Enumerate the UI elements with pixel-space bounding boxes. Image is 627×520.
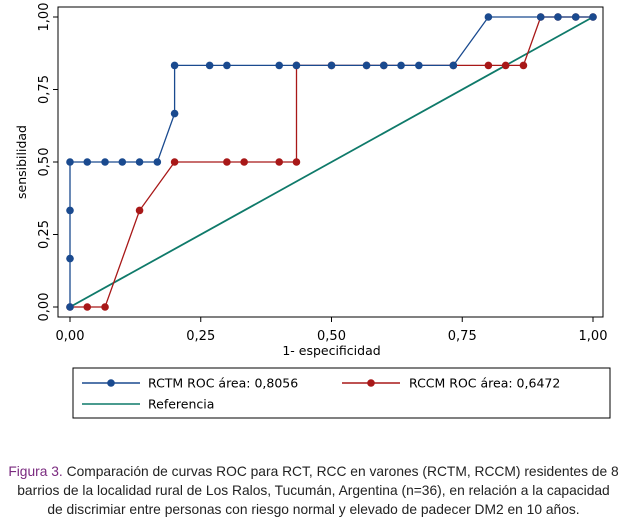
series-1-point (397, 61, 405, 70)
legend-label-2: RCCM ROC área: 0,6472 (409, 376, 560, 391)
x-tick-label: 0,50 (317, 329, 346, 344)
y-tick-label: 1,00 (37, 3, 52, 32)
series-1-point (118, 158, 127, 166)
series-1-point (170, 61, 179, 70)
legend-box (72, 367, 611, 419)
x-tick-label: 0,75 (448, 329, 477, 344)
series-1-point (449, 61, 458, 70)
series-1-point (135, 158, 144, 166)
series-1-point (536, 13, 545, 21)
series-2-point (484, 61, 493, 70)
series-1-point (66, 206, 74, 215)
x-axis-label: 1- especificidad (282, 343, 380, 358)
series-2-point (170, 158, 179, 166)
y-tick-label: 0,75 (37, 75, 52, 104)
series-2-point (223, 158, 231, 166)
series-2-point (135, 206, 144, 215)
series-1-point (554, 13, 562, 21)
series-2-point (101, 303, 109, 311)
legend-marker-1 (107, 379, 115, 387)
series-1-point (153, 158, 162, 166)
roc-chart: 0,00 0,25 0,50 0,75 1,00 0,00 0,25 0,50 0,75 1,00… (14, 3, 611, 419)
series-1-point (415, 61, 423, 70)
series-2-point (83, 303, 92, 311)
series-1-point (571, 13, 580, 21)
series-1-point (380, 61, 388, 70)
series-2-point (275, 158, 284, 166)
y-tick-label: 0,50 (37, 148, 52, 177)
series-2-point (501, 61, 510, 70)
x-tick-label: 1,00 (579, 329, 608, 344)
figure-caption: Figura 3. Comparación de curvas ROC para… (0, 462, 627, 519)
legend-label-3: Referencia (148, 397, 214, 412)
series-1-point (484, 13, 493, 21)
caption-text-1: Comparación de curvas ROC para RCT, RCC … (66, 464, 619, 479)
series-2-point (292, 158, 301, 166)
y-axis-label: sensibilidad (14, 125, 29, 199)
legend-marker-2 (367, 379, 375, 387)
plot-area (66, 13, 597, 311)
caption-label: Figura 3. (8, 464, 63, 479)
series-1-point (83, 158, 92, 166)
series-1-point (292, 61, 301, 70)
series-1-point (589, 13, 597, 21)
series-1-point (66, 158, 74, 166)
series-1-point (101, 158, 109, 166)
y-tick-label: 0,25 (37, 220, 52, 249)
legend-label-1: RCTM ROC área: 0,8056 (148, 376, 298, 391)
caption-line-1: Figura 3. Comparación de curvas ROC para… (0, 462, 627, 481)
x-tick-label: 0,25 (186, 329, 215, 344)
series-1-point (66, 254, 74, 263)
caption-line-2: barrios de la localidad rural de Los Ral… (17, 483, 610, 498)
series-1-point (362, 61, 371, 70)
series-1-point (205, 61, 214, 70)
series-1-point (327, 61, 336, 70)
axes: 0,00 0,25 0,50 0,75 1,00 0,00 0,25 0,50 0,75 1,00… (14, 3, 607, 358)
series-2-point (240, 158, 248, 166)
series-2-point (519, 61, 528, 70)
x-tick-label: 0,00 (56, 329, 85, 344)
legend: RCTM ROC área: 0,8056 RCCM ROC área: 0,64… (72, 367, 611, 419)
series-1-point (170, 109, 179, 118)
series-1-point (275, 61, 284, 70)
series-1-point (66, 303, 74, 311)
caption-line-3: de discrimiar entre personas con riesgo … (47, 502, 580, 517)
y-tick-label: 0,00 (37, 293, 52, 322)
series-1-point (223, 61, 231, 70)
